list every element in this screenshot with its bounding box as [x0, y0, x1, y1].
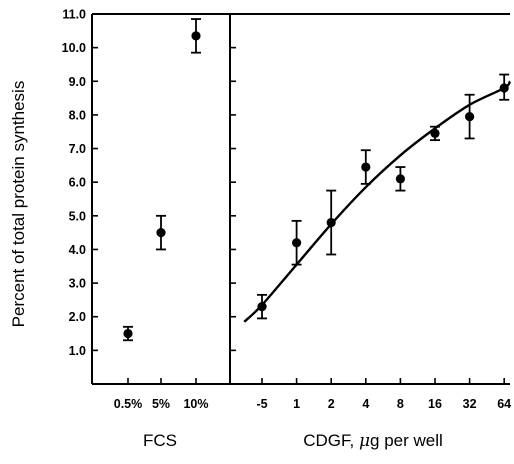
y-tick-label: 5.0 — [69, 209, 86, 223]
cdgf-x-axis-ticks: -5 1 2 4 8 16 32 64 — [256, 378, 511, 411]
x-tick-label: 16 — [428, 397, 442, 411]
fcs-data-points — [123, 18, 201, 342]
y-tick-label: 6.0 — [69, 176, 86, 190]
fcs-point — [123, 325, 133, 342]
y-tick-label: 3.0 — [69, 277, 86, 291]
x-tick-label: 1 — [293, 397, 300, 411]
cdgf-xlabel-suffix: g per well — [370, 431, 443, 450]
cdgf-point — [499, 73, 510, 101]
y-tick-label: 8.0 — [69, 108, 86, 122]
x-tick-label: 10% — [183, 397, 208, 411]
fcs-point — [191, 18, 201, 54]
cdgf-xlabel-mu: μ — [359, 431, 370, 451]
cdgf-point — [360, 149, 371, 185]
data-point — [465, 111, 475, 122]
x-tick-label: 8 — [397, 397, 404, 411]
y-axis-title: Percent of total protein synthesis — [9, 81, 28, 328]
fcs-point — [156, 214, 166, 251]
y-tick-label: 9.0 — [69, 75, 86, 89]
y-tick-label: 2.0 — [69, 310, 86, 324]
data-point — [499, 83, 509, 93]
cdgf-point — [291, 219, 302, 266]
y-tick-label: 7.0 — [69, 142, 86, 156]
y-tick-label: 4.0 — [69, 243, 86, 257]
y-axis-ticks: 1.0 2.0 3.0 4.0 5.0 6.0 7.0 8.0 9.0 10.0 11.0 — [62, 8, 236, 358]
x-tick-label: 2 — [328, 397, 335, 411]
cdgf-panel: -5 1 2 4 8 16 32 64 — [230, 13, 512, 411]
data-point — [156, 228, 166, 238]
data-point — [123, 328, 133, 339]
fcs-panel: 1.0 2.0 3.0 4.0 5.0 6.0 7.0 8.0 9.0 10.0 11.0 0.5%… — [62, 8, 236, 411]
data-point — [395, 174, 405, 184]
data-point — [292, 238, 302, 248]
cdgf-panel-frame — [230, 13, 510, 385]
cdgf-point — [430, 125, 440, 142]
x-tick-label: 4 — [362, 397, 369, 411]
fcs-x-axis-title: FCS — [143, 431, 177, 450]
cdgf-point — [257, 293, 267, 320]
cdgf-fit-curve — [243, 80, 512, 323]
y-tick-label: 10.0 — [62, 41, 86, 55]
x-tick-label: 0.5% — [114, 397, 143, 411]
cdgf-xlabel-prefix: CDGF, — [303, 431, 359, 450]
y-tick-label: 11.0 — [62, 8, 86, 22]
data-point — [326, 217, 336, 228]
data-point — [361, 162, 371, 172]
fcs-x-axis-ticks: 0.5% 5% 10% — [114, 378, 209, 411]
x-tick-label: -5 — [256, 397, 267, 411]
data-point — [430, 128, 440, 139]
data-point — [191, 31, 201, 41]
cdgf-data-points — [257, 73, 510, 320]
fcs-panel-frame — [91, 13, 231, 385]
data-point — [257, 302, 267, 312]
cdgf-point — [395, 166, 406, 192]
cdgf-x-axis-title: CDGF, μg per well — [303, 431, 443, 451]
x-tick-label: 64 — [497, 397, 511, 411]
y-tick-label: 1.0 — [69, 344, 86, 358]
x-tick-label: 5% — [152, 397, 170, 411]
cdgf-point — [464, 93, 475, 140]
x-tick-label: 32 — [463, 397, 477, 411]
cdgf-point — [326, 189, 337, 256]
